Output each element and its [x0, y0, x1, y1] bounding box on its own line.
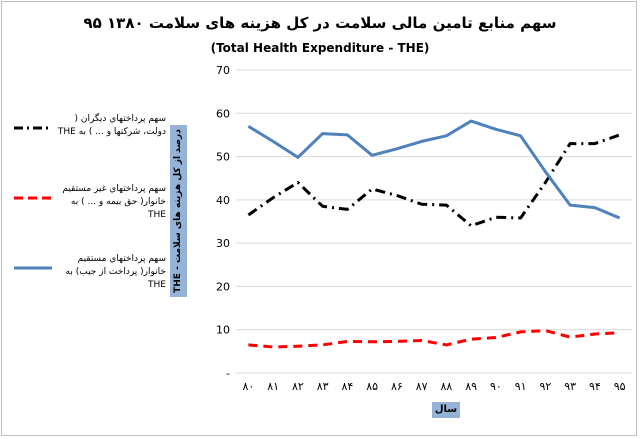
y-axis-label-box — [170, 125, 187, 297]
legend-label-direct: سهم پرداختهاي مستقيم خانوار( پرداخت از ج… — [65, 254, 166, 290]
series-line-1 — [248, 329, 620, 349]
y-tick-label: 20 — [216, 280, 230, 293]
series-line-0 — [247, 133, 621, 228]
x-tick-label: ۸۲ — [292, 380, 304, 393]
x-tick-label: ۹۳ — [564, 380, 576, 393]
x-tick-label: ۸۶ — [391, 380, 403, 393]
x-tick-label: ۸۹ — [465, 380, 477, 393]
legend-label-indirect: سهم پرداختهاي غير مستقيم خانوار( حق بيمه… — [62, 184, 166, 220]
legend-swatch-indirect — [14, 196, 52, 200]
x-tick-label: ۹۰ — [490, 380, 502, 393]
chart-title: سهم منابع تامین مالی سلامت در کل هزینه ه… — [83, 14, 557, 32]
y-tick-label: 40 — [216, 194, 230, 207]
x-tick-label: ۸۸ — [440, 380, 452, 393]
y-tick-label: - — [226, 367, 230, 380]
legend-label-others: سهم پرداختهاي ديگران ( دولت، شرکتها و ..… — [57, 114, 166, 137]
x-tick-label: ۹۲ — [539, 380, 551, 393]
x-tick-label: ۹۵ — [614, 380, 626, 393]
y-tick-label: 70 — [216, 64, 230, 77]
legend-swatch-others — [14, 126, 52, 130]
x-tick-label: ۸۳ — [317, 380, 329, 393]
x-tick-label: ۸۱ — [267, 380, 279, 393]
x-tick-label: ۸۰ — [242, 380, 254, 393]
x-tick-label: ۸۵ — [366, 380, 378, 393]
y-tick-label: 60 — [216, 107, 230, 120]
legend-swatch-direct — [14, 266, 52, 270]
y-tick-label: 30 — [216, 237, 230, 250]
x-tick-label: ۹۱ — [515, 380, 527, 393]
series-line-2 — [247, 119, 621, 220]
x-tick-label: ۹۴ — [589, 380, 601, 393]
x-tick-label: ۸۴ — [341, 380, 353, 393]
x-tick-label: ۸۷ — [416, 380, 428, 393]
x-axis-label: سال — [432, 402, 460, 418]
chart-subtitle: (Total Health Expenditure - THE) — [210, 41, 430, 55]
y-tick-label: 10 — [216, 324, 230, 337]
y-tick-label: 50 — [216, 151, 230, 164]
